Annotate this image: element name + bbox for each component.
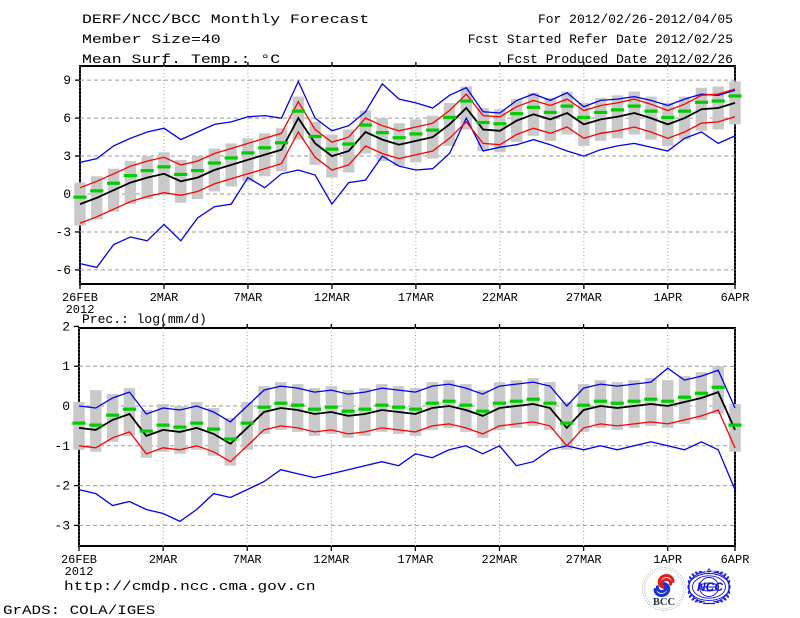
svg-text:NCC: NCC xyxy=(697,580,723,594)
svg-text:-3: -3 xyxy=(54,518,70,533)
svg-text:7MAR: 7MAR xyxy=(233,553,262,567)
svg-text:12MAR: 12MAR xyxy=(313,553,349,567)
svg-text:1APR: 1APR xyxy=(653,553,682,567)
svg-text:-1: -1 xyxy=(54,439,70,454)
svg-text:BCC: BCC xyxy=(653,597,675,608)
svg-text:1: 1 xyxy=(62,359,70,374)
svg-text:0: 0 xyxy=(62,399,70,414)
svg-text:2012: 2012 xyxy=(65,565,94,579)
svg-text:22MAR: 22MAR xyxy=(482,553,518,567)
svg-text:2MAR: 2MAR xyxy=(149,553,178,567)
svg-text:27MAR: 27MAR xyxy=(566,553,602,567)
svg-text:6APR: 6APR xyxy=(721,553,750,567)
svg-text:2: 2 xyxy=(62,319,70,334)
svg-text:17MAR: 17MAR xyxy=(397,553,433,567)
svg-text:-2: -2 xyxy=(54,479,70,494)
